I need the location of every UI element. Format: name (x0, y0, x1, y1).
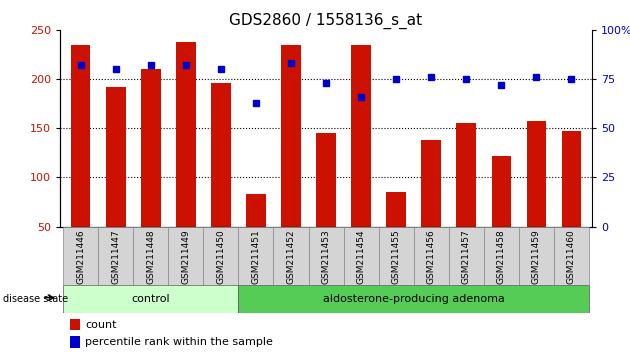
Bar (64, 285, 239, 313)
Bar (176, 42, 195, 227)
Bar (457, 124, 476, 227)
Bar (309, 227, 343, 285)
Title: GDS2860 / 1558136_s_at: GDS2860 / 1558136_s_at (229, 12, 423, 29)
Bar (413, 227, 449, 285)
Bar (141, 69, 161, 227)
Bar (561, 131, 581, 227)
Text: GSM211457: GSM211457 (462, 229, 471, 284)
Bar (273, 227, 309, 285)
Text: percentile rank within the sample: percentile rank within the sample (86, 337, 273, 347)
Text: GSM211447: GSM211447 (112, 229, 120, 284)
Text: GSM211459: GSM211459 (532, 229, 541, 284)
Text: GSM211460: GSM211460 (567, 229, 576, 284)
Text: GSM211456: GSM211456 (427, 229, 435, 284)
Bar (316, 133, 336, 227)
Bar (379, 227, 413, 285)
Text: GSM211454: GSM211454 (357, 229, 365, 284)
Text: GSM211446: GSM211446 (76, 229, 85, 284)
Bar (134, 227, 168, 285)
Text: GSM211448: GSM211448 (146, 229, 156, 284)
Text: GSM211453: GSM211453 (321, 229, 331, 284)
Text: GSM211450: GSM211450 (217, 229, 226, 284)
Bar (282, 45, 301, 227)
Bar (168, 227, 203, 285)
Bar (64, 227, 98, 285)
Bar (211, 83, 231, 227)
Text: control: control (132, 294, 170, 304)
Bar (239, 227, 273, 285)
Bar (239, 285, 588, 313)
Bar (527, 121, 546, 227)
Bar (386, 192, 406, 227)
Bar (106, 87, 125, 227)
Bar (518, 227, 554, 285)
Bar (203, 227, 239, 285)
Text: GSM211449: GSM211449 (181, 229, 190, 284)
Bar (491, 156, 511, 227)
Text: aldosterone-producing adenoma: aldosterone-producing adenoma (323, 294, 505, 304)
Bar (421, 140, 441, 227)
Bar (484, 227, 518, 285)
Text: count: count (86, 320, 117, 330)
Text: disease state: disease state (3, 294, 68, 304)
Bar (71, 319, 80, 330)
Bar (246, 194, 266, 227)
Bar (71, 337, 80, 348)
Bar (98, 227, 134, 285)
Bar (352, 45, 370, 227)
Text: GSM211458: GSM211458 (496, 229, 506, 284)
Bar (449, 227, 484, 285)
Text: GSM211451: GSM211451 (251, 229, 260, 284)
Bar (554, 227, 588, 285)
Text: GSM211452: GSM211452 (287, 229, 295, 284)
Bar (343, 227, 379, 285)
Text: GSM211455: GSM211455 (392, 229, 401, 284)
Bar (71, 45, 91, 227)
